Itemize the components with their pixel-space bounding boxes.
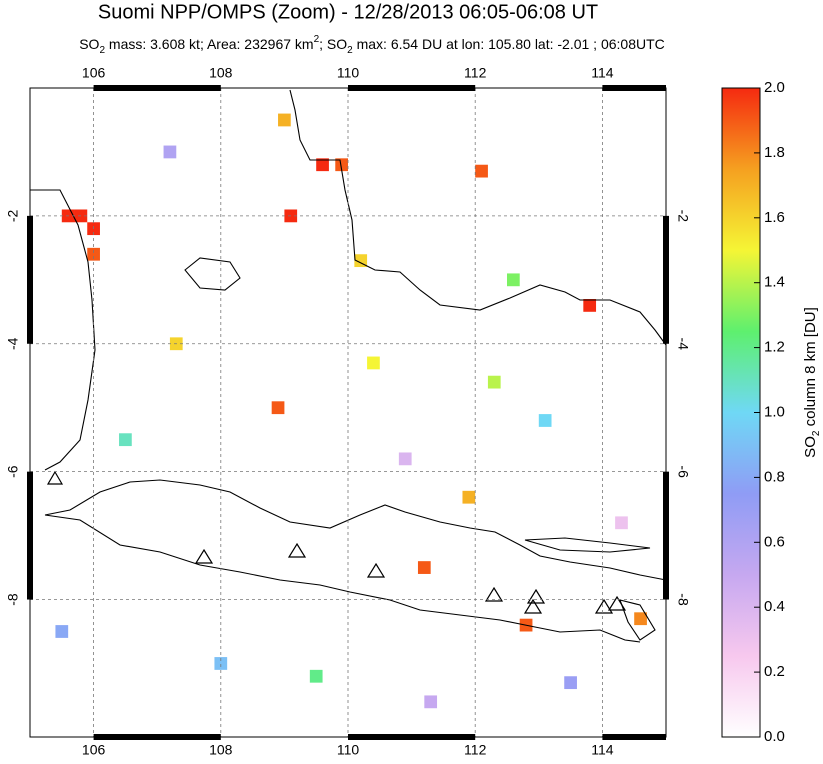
so2-pixel bbox=[278, 113, 291, 127]
so2-pixel bbox=[316, 158, 329, 172]
y-tick-label: -6 bbox=[675, 465, 691, 478]
text-part: 2 bbox=[99, 45, 105, 56]
coast-java-south bbox=[44, 514, 641, 643]
text-part: 2 bbox=[347, 45, 353, 56]
so2-pixel bbox=[87, 247, 100, 261]
coast-borneo bbox=[289, 89, 667, 346]
colorbar-tick-label: 1.0 bbox=[764, 403, 785, 420]
volcano bbox=[194, 548, 214, 564]
x-tick-label: 114 bbox=[591, 65, 614, 81]
volcano bbox=[366, 562, 386, 578]
volcano bbox=[287, 542, 307, 558]
colorbar-tick-label: 1.2 bbox=[764, 339, 785, 356]
colorbar-tick-label: 0.2 bbox=[764, 663, 785, 680]
coast-belitung bbox=[184, 257, 241, 291]
colorbar-fill bbox=[721, 87, 761, 738]
volcano bbox=[523, 598, 543, 614]
so2-pixel bbox=[271, 401, 285, 415]
frame-band bbox=[27, 471, 33, 600]
coast-madura bbox=[524, 537, 651, 553]
volcano bbox=[607, 595, 627, 611]
colorbar: 0.0 0.2 0.4 0.6 0.8 1.0 1.2 1.4 1.6 1.8 2.0 SO2 col… bbox=[721, 79, 822, 745]
so2-pixel bbox=[507, 273, 520, 287]
so2-pixel bbox=[335, 158, 348, 172]
so2-pixel bbox=[634, 612, 647, 626]
frame-band bbox=[663, 215, 669, 344]
y-tick-label: -8 bbox=[675, 593, 691, 606]
so2-pixel bbox=[615, 516, 628, 530]
y-tick-label: -6 bbox=[5, 465, 21, 478]
frame-band bbox=[348, 85, 476, 91]
so2-pixel bbox=[487, 375, 501, 389]
y-tick-label: -2 bbox=[5, 209, 21, 222]
so2-pixel bbox=[214, 657, 228, 670]
text-part: 2 bbox=[811, 430, 822, 436]
colorbar-tick-label: 1.4 bbox=[764, 274, 785, 291]
so2-pixel bbox=[55, 625, 69, 638]
colorbar-tick-label: 0.8 bbox=[764, 468, 785, 485]
x-tick-label: 110 bbox=[337, 65, 360, 81]
map bbox=[55, 113, 647, 709]
volcano bbox=[46, 470, 64, 485]
y-tick-label: -4 bbox=[5, 337, 21, 350]
so2-pixel bbox=[163, 145, 177, 159]
colorbar-tick-label: 0.4 bbox=[764, 598, 785, 615]
colorbar-label: SO2 column 8 km [DU] bbox=[802, 307, 822, 458]
text-part: column 8 km [DU] bbox=[802, 307, 819, 430]
so2-pixel bbox=[475, 164, 488, 178]
coast-java-north bbox=[44, 479, 667, 581]
volcano bbox=[526, 588, 546, 604]
x-tick-label: 106 bbox=[82, 65, 106, 81]
text-part: mass: 3.608 kt; Area: 232967 km bbox=[105, 36, 314, 52]
frame-band bbox=[602, 734, 666, 740]
x-tick-label: 108 bbox=[209, 65, 233, 81]
text-part: SO bbox=[802, 436, 819, 458]
subtitle: SO2 mass: 3.608 kt; Area: 232967 km2; SO… bbox=[79, 34, 665, 56]
so2-pixel bbox=[424, 695, 438, 709]
volcano bbox=[594, 598, 614, 614]
y-tick-label: -2 bbox=[675, 210, 691, 223]
y-tick-label: -4 bbox=[675, 338, 691, 351]
coast-bali bbox=[619, 599, 656, 641]
so2-pixel bbox=[309, 669, 323, 683]
colorbar-tick-label: 1.6 bbox=[764, 209, 785, 226]
frame-band bbox=[93, 85, 221, 91]
frame-band bbox=[602, 85, 666, 91]
text-part: SO bbox=[79, 36, 99, 52]
x-tick-label: 108 bbox=[209, 742, 233, 758]
text-part: max: 6.54 DU at lon: 105.80 lat: -2.01 ;… bbox=[353, 36, 665, 52]
colorbar-tick-label: 0.6 bbox=[764, 533, 785, 550]
colorbar-tick-label: 2.0 bbox=[764, 79, 785, 96]
so2-pixel bbox=[583, 299, 597, 312]
frame-band bbox=[348, 734, 476, 740]
frame-band bbox=[27, 215, 33, 344]
text-part: ; SO bbox=[319, 36, 347, 52]
text-part: 2 bbox=[314, 34, 320, 45]
x-tick-label: 110 bbox=[337, 742, 360, 758]
title: Suomi NPP/OMPS (Zoom) - 12/28/2013 06:05… bbox=[98, 1, 598, 23]
x-tick-label: 112 bbox=[464, 65, 487, 81]
y-tick-label: -8 bbox=[5, 593, 21, 606]
so2-pixel bbox=[538, 414, 552, 427]
axes: 106 106 108 108 110 110 112 112 114 114 -2 -2 -4 -4 -6… bbox=[5, 65, 692, 758]
so2-pixel bbox=[462, 490, 476, 504]
so2-pixel bbox=[119, 433, 132, 447]
coast-sumatra bbox=[30, 189, 96, 471]
x-tick-label: 106 bbox=[82, 742, 106, 758]
volcano bbox=[484, 586, 504, 602]
x-tick-label: 112 bbox=[464, 742, 487, 758]
colorbar-tick-label: 0.0 bbox=[764, 728, 785, 745]
so2-pixel bbox=[564, 676, 577, 690]
x-tick-label: 114 bbox=[591, 742, 614, 758]
so2-pixel bbox=[367, 356, 380, 370]
frame-band bbox=[663, 471, 669, 600]
volcanoes bbox=[46, 470, 627, 614]
frame-band bbox=[93, 734, 221, 740]
so2-pixel bbox=[398, 452, 412, 466]
colorbar-tick-label: 1.8 bbox=[764, 144, 785, 161]
so2-pixel bbox=[417, 561, 431, 574]
